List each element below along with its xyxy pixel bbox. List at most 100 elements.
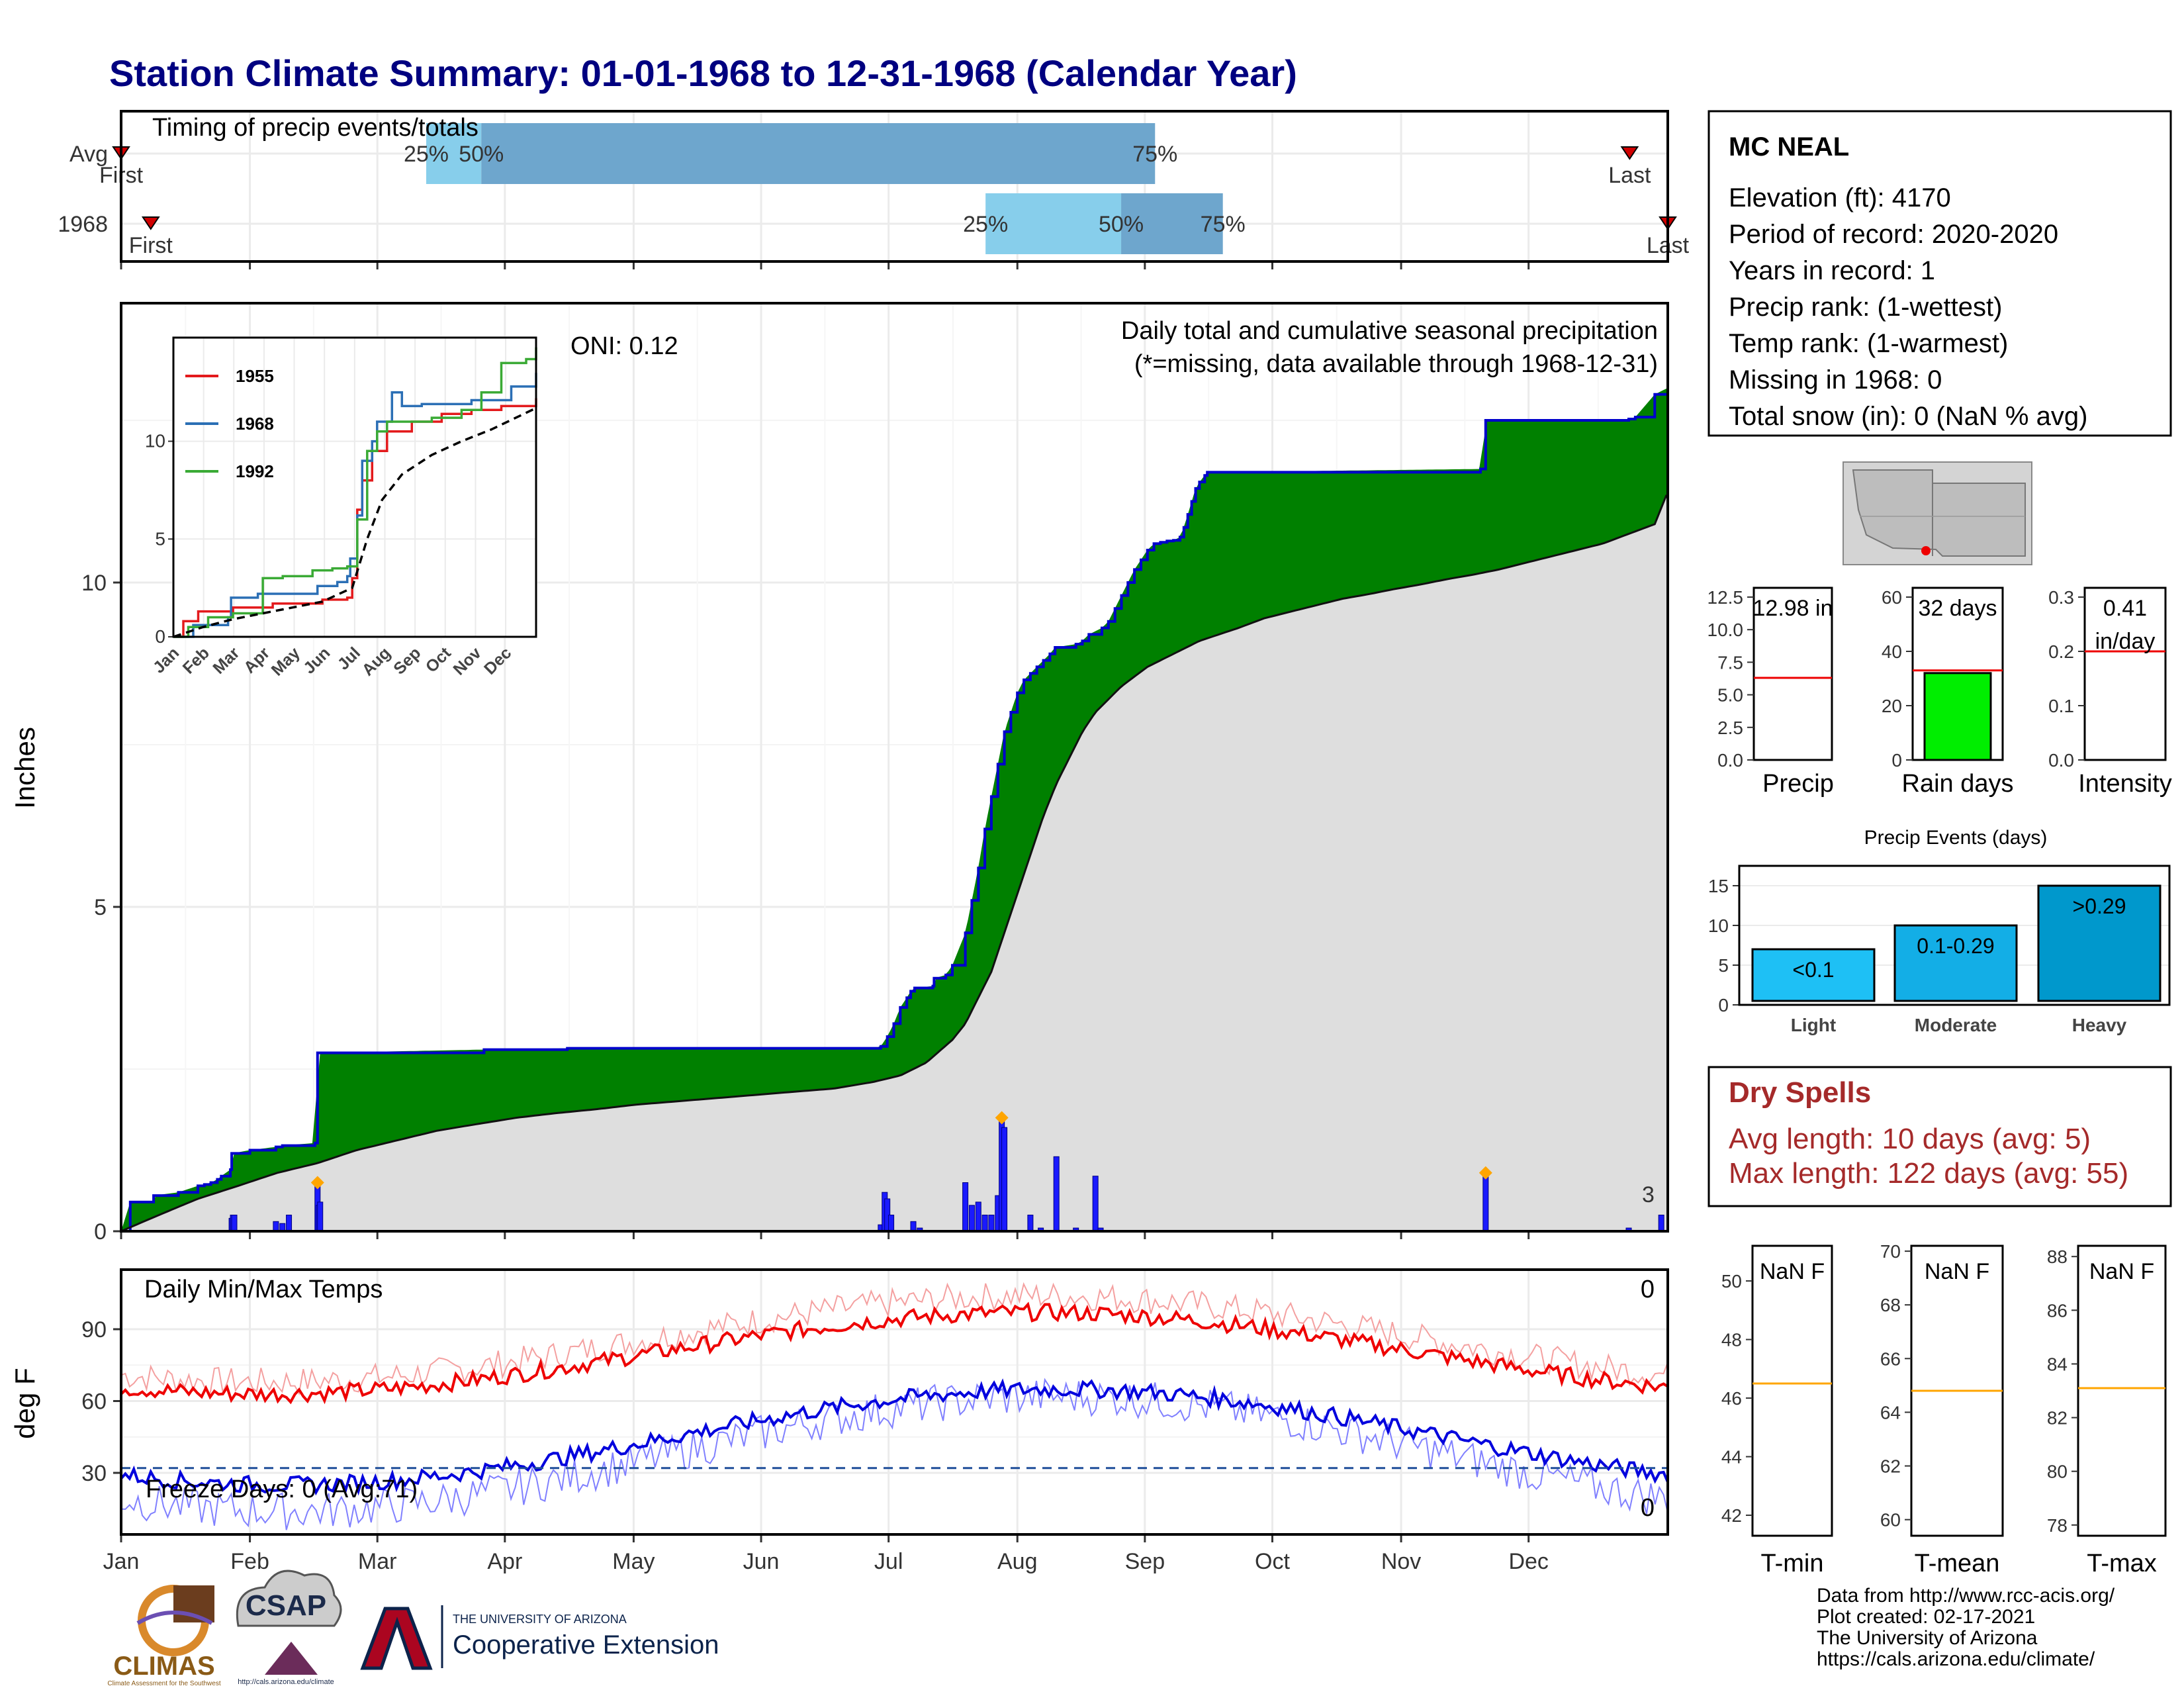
stat-value: in/day xyxy=(2095,629,2156,654)
tstat-value: NaN F xyxy=(2089,1259,2154,1284)
footer-line: https://cals.arizona.edu/climate/ xyxy=(1817,1648,2095,1670)
min-temp-record-line xyxy=(120,1378,1668,1530)
tstat-ytick-label: 84 xyxy=(2047,1354,2068,1374)
month-label: Mar xyxy=(358,1549,397,1574)
footer-line: Data from http://www.rcc-acis.org/ xyxy=(1817,1585,2115,1607)
ua-logo-a xyxy=(360,1607,433,1670)
stat-ytick-label: 0 xyxy=(1891,750,1902,771)
month-label: Sep xyxy=(1125,1549,1165,1574)
tstat-ytick-label: 60 xyxy=(1880,1510,1901,1530)
inset-line-1968 xyxy=(173,373,537,638)
footer-line: Plot created: 02-17-2021 xyxy=(1817,1606,2035,1628)
events-frame xyxy=(1738,865,2171,1006)
station-info-line: Missing in 1968: 0 xyxy=(1729,365,1942,395)
avg-cumulative-area xyxy=(121,494,1668,1232)
cumulative-1968-line xyxy=(121,388,1669,1233)
daily-precip-bar xyxy=(888,1215,895,1232)
timing-frame xyxy=(120,110,1669,263)
events-category-label: Light xyxy=(1791,1015,1836,1035)
station-name: MC NEAL xyxy=(1729,132,1849,162)
tstat-label: T-min xyxy=(1761,1550,1824,1577)
month-label: Jun xyxy=(743,1549,780,1574)
tstat-value: NaN F xyxy=(1925,1259,1989,1284)
info-frame xyxy=(1707,110,2172,437)
stat-ytick-label: 7.5 xyxy=(1717,652,1743,673)
timing-p75-label: 75% xyxy=(1201,212,1246,237)
daily-precip-bar xyxy=(286,1215,293,1232)
precip-marker-count: 3 xyxy=(1642,1182,1655,1207)
stat-ytick-label: 0.0 xyxy=(2048,750,2074,771)
stat-ytick-label: 60 xyxy=(1882,587,1902,608)
daily-precip-bar xyxy=(1027,1215,1034,1232)
climas-logo-subtext: Climate Assessment for the Southwest xyxy=(107,1680,220,1687)
stat-label: Intensity xyxy=(2078,770,2172,798)
month-label: May xyxy=(612,1549,655,1574)
ua-logo-top-text: THE UNIVERSITY OF ARIZONA xyxy=(453,1613,627,1626)
tstat-frame xyxy=(1751,1244,1833,1537)
timing-row-label: Avg xyxy=(69,142,108,167)
max-temp-line xyxy=(120,1301,1669,1405)
tstat-ytick-label: 80 xyxy=(2047,1462,2068,1482)
inset-legend-label: 1955 xyxy=(236,366,274,386)
timing-title: Timing of precip events/totals xyxy=(152,114,478,142)
month-label: Jan xyxy=(103,1549,140,1574)
csap-logo-mountain xyxy=(265,1642,318,1675)
precip-title: Daily total and cumulative seasonal prec… xyxy=(1121,317,1658,345)
timing-bar-25-50 xyxy=(985,193,1122,254)
temps-ylabel: deg F xyxy=(9,1368,40,1438)
events-ytick-label: 5 xyxy=(1718,955,1729,976)
tstat-frame xyxy=(2077,1244,2167,1537)
inset-ytick-label: 5 xyxy=(155,528,165,549)
tstat-ytick-label: 46 xyxy=(1721,1388,1742,1409)
month-label: Apr xyxy=(487,1549,522,1574)
daily-precip-bar xyxy=(988,1215,995,1232)
tstat-ytick-label: 42 xyxy=(1721,1505,1742,1526)
events-category-label: Moderate xyxy=(1915,1015,1997,1035)
dry-max-line: Max length: 122 days (avg: 55) xyxy=(1729,1157,2128,1190)
above-avg-fill xyxy=(121,389,1666,1231)
freeze-days-label: Freeze Days: 0 (Avg:71) xyxy=(146,1476,418,1503)
page-title: Station Climate Summary: 01-01-1968 to 1… xyxy=(109,52,1297,94)
min-count-label: 0 xyxy=(1641,1494,1655,1522)
stat-ytick-label: 10.0 xyxy=(1707,620,1744,640)
month-label: Dec xyxy=(1508,1549,1548,1574)
dry-title: Dry Spells xyxy=(1729,1076,1871,1109)
inset-line-1992 xyxy=(173,347,537,638)
footer: Data from http://www.rcc-acis.org/Plot c… xyxy=(107,1570,2115,1687)
daily-precip-bar xyxy=(975,1201,981,1232)
daily-precip-bar xyxy=(1658,1215,1664,1232)
station-info-line: Elevation (ft): 4170 xyxy=(1729,183,1951,212)
station-info-line: Total snow (in): 0 (NaN % avg) xyxy=(1729,402,2087,431)
station-location-dot xyxy=(1921,546,1931,555)
timing-first-marker xyxy=(141,216,160,230)
inset-legend-label: 1992 xyxy=(236,461,274,481)
temp-stat-panels: 42 44 46 48 50 NaN F T-min 60 62 64 66 68 70 NaN F T-m… xyxy=(1721,1241,2167,1577)
events-bar-label: >0.29 xyxy=(2073,894,2126,918)
events-ytick-label: 10 xyxy=(1708,915,1729,936)
tstat-ytick-label: 68 xyxy=(1880,1295,1901,1315)
csap-logo-text: CSAP xyxy=(246,1589,326,1622)
month-label: Jul xyxy=(874,1549,903,1574)
precip-ytick-label: 5 xyxy=(94,895,107,920)
inset-frame xyxy=(172,336,537,638)
precip-ytick-label: 10 xyxy=(81,571,107,596)
daily-precip-bar xyxy=(962,1182,969,1232)
timing-p50-label: 50% xyxy=(1099,212,1144,237)
precip-marker xyxy=(1479,1166,1492,1180)
precip-subtitle: (*=missing, data available through 1968-… xyxy=(1134,350,1658,378)
timing-first-label: First xyxy=(129,233,173,258)
temps-title: Daily Min/Max Temps xyxy=(144,1276,383,1303)
station-info-line: Precip rank: (1-wettest) xyxy=(1729,293,2002,322)
tstat-value: NaN F xyxy=(1760,1259,1825,1284)
station-info-line: Years in record: 1 xyxy=(1729,256,1935,285)
temps-ytick-label: 30 xyxy=(81,1461,107,1486)
stat-value: 0.41 xyxy=(2103,596,2147,621)
inset-ytick-label: 0 xyxy=(155,626,165,647)
ua-logo-bottom-text: Cooperative Extension xyxy=(453,1630,719,1660)
climas-logo-text: CLIMAS xyxy=(113,1652,214,1681)
events-title: Precip Events (days) xyxy=(1864,827,2048,849)
events-ytick-label: 15 xyxy=(1708,876,1729,896)
stat-ytick-label: 0.1 xyxy=(2048,696,2074,716)
csap-logo-cloud xyxy=(236,1570,342,1627)
